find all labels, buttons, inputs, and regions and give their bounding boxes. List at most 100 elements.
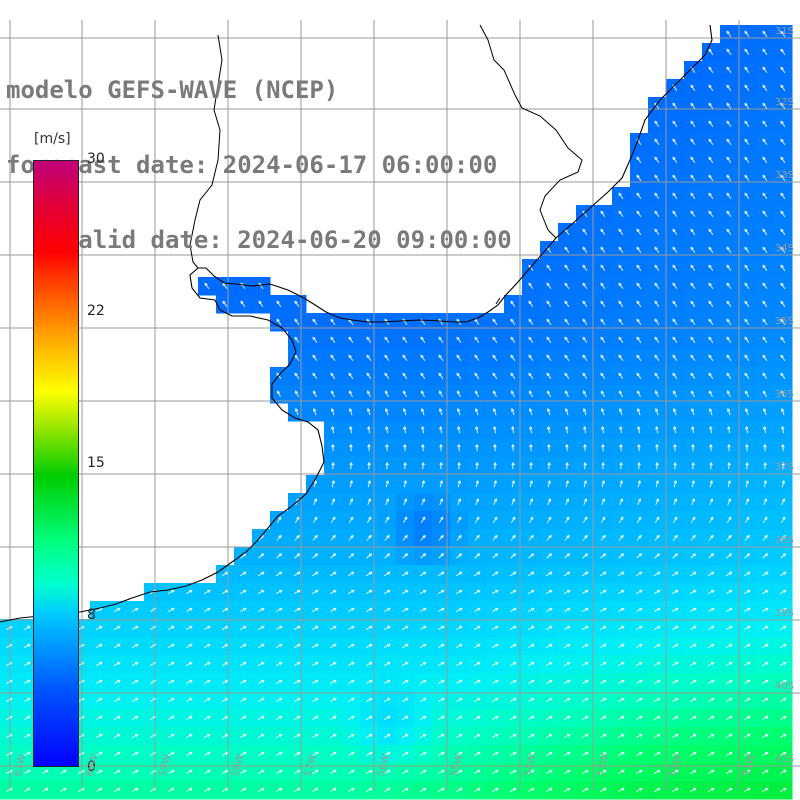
- colorbar: [33, 160, 79, 767]
- wind-arrow: [203, 643, 211, 648]
- wind-arrow: [581, 751, 589, 756]
- wind-arrow: [510, 336, 516, 343]
- wind-arrow: [293, 769, 301, 774]
- wind-arrow: [95, 679, 103, 684]
- wind-arrow: [294, 372, 300, 379]
- wind-arrow: [780, 120, 786, 127]
- wind-arrow: [185, 733, 193, 738]
- wind-arrow: [654, 246, 660, 253]
- wind-arrow: [762, 516, 768, 524]
- wind-arrow: [690, 336, 696, 343]
- wind-arrow: [492, 354, 498, 361]
- wind-arrow: [636, 156, 642, 163]
- wind-arrow: [509, 733, 517, 738]
- wind-arrow: [475, 498, 480, 506]
- wind-arrow: [780, 30, 786, 37]
- wind-arrow: [636, 264, 642, 271]
- wind-arrow: [492, 336, 498, 343]
- wind-arrow: [725, 697, 733, 702]
- wind-arrow: [437, 625, 445, 630]
- wind-arrow: [493, 498, 498, 506]
- wind-arrow: [203, 625, 211, 630]
- wind-arrow: [510, 300, 516, 307]
- wind-arrow: [672, 516, 678, 524]
- wind-arrow: [366, 390, 371, 398]
- wind-arrow: [707, 697, 715, 702]
- wind-arrow: [779, 643, 787, 648]
- wind-arrow: [635, 733, 643, 738]
- wind-arrow: [600, 390, 605, 398]
- wind-arrow: [402, 372, 408, 379]
- wind-arrow: [312, 354, 318, 361]
- wind-arrow: [474, 354, 480, 361]
- wind-arrow: [331, 425, 335, 434]
- wind-arrow: [294, 571, 301, 577]
- wind-arrow: [708, 138, 714, 145]
- wind-arrow: [384, 390, 389, 398]
- wind-arrow: [420, 372, 426, 379]
- wind-arrow: [564, 390, 569, 398]
- wind-arrow: [599, 607, 607, 612]
- wind-arrow: [780, 354, 786, 361]
- wind-arrow: [365, 751, 373, 756]
- wind-arrow: [23, 715, 31, 720]
- wind-arrow: [311, 607, 319, 612]
- wind-arrow: [618, 372, 624, 379]
- wind-arrow: [437, 589, 445, 594]
- wind-arrow: [581, 715, 589, 720]
- wind-arrow: [635, 607, 643, 612]
- wind-arrow: [367, 425, 371, 434]
- wind-arrow: [761, 733, 769, 738]
- wind-arrow: [600, 571, 607, 577]
- wind-arrow: [385, 480, 390, 488]
- wind-arrow: [473, 679, 481, 684]
- wind-arrow: [744, 571, 751, 577]
- wind-arrow: [383, 715, 391, 720]
- wind-arrow: [725, 643, 733, 648]
- wind-arrow: [654, 156, 660, 163]
- wind-arrow: [204, 282, 210, 289]
- wind-arrow: [510, 516, 516, 524]
- wind-arrow: [583, 480, 588, 488]
- wind-arrow: [294, 354, 300, 361]
- wind-arrow: [528, 336, 534, 343]
- latitude-label: 39S: [774, 608, 794, 619]
- wind-arrow: [203, 751, 211, 756]
- wind-arrow: [438, 534, 444, 541]
- wind-arrow: [599, 679, 607, 684]
- wind-arrow: [203, 769, 211, 774]
- wind-arrow: [293, 643, 301, 648]
- wind-arrow: [762, 354, 768, 361]
- wind-arrow: [689, 607, 697, 612]
- wind-arrow: [131, 769, 139, 774]
- wind-arrow: [761, 625, 769, 630]
- wind-arrow: [275, 751, 283, 756]
- wind-arrow: [725, 715, 733, 720]
- wind-arrow: [743, 589, 751, 594]
- wind-arrow: [635, 661, 643, 666]
- wind-arrow: [563, 607, 571, 612]
- wind-arrow: [564, 534, 570, 541]
- wind-arrow: [509, 751, 517, 756]
- wind-arrow: [546, 516, 552, 524]
- wind-arrow: [726, 390, 731, 398]
- wind-arrow: [547, 461, 551, 470]
- wind-arrow: [275, 643, 283, 648]
- wind-arrow: [762, 210, 768, 217]
- wind-arrow: [781, 425, 785, 434]
- wind-arrow: [347, 679, 355, 684]
- wind-arrow: [185, 769, 193, 774]
- wind-arrow: [672, 174, 678, 181]
- wind-arrow: [383, 697, 391, 702]
- wind-arrow: [330, 534, 336, 541]
- wind-arrow: [690, 246, 696, 253]
- wind-arrow: [384, 408, 389, 416]
- wind-arrow: [618, 246, 624, 253]
- wind-arrow: [527, 679, 535, 684]
- wind-arrow: [672, 264, 678, 271]
- wind-arrow: [708, 318, 714, 325]
- wind-arrow: [726, 48, 732, 55]
- wind-arrow: [293, 589, 301, 594]
- wind-arrow: [474, 408, 479, 416]
- wind-arrow: [618, 553, 625, 559]
